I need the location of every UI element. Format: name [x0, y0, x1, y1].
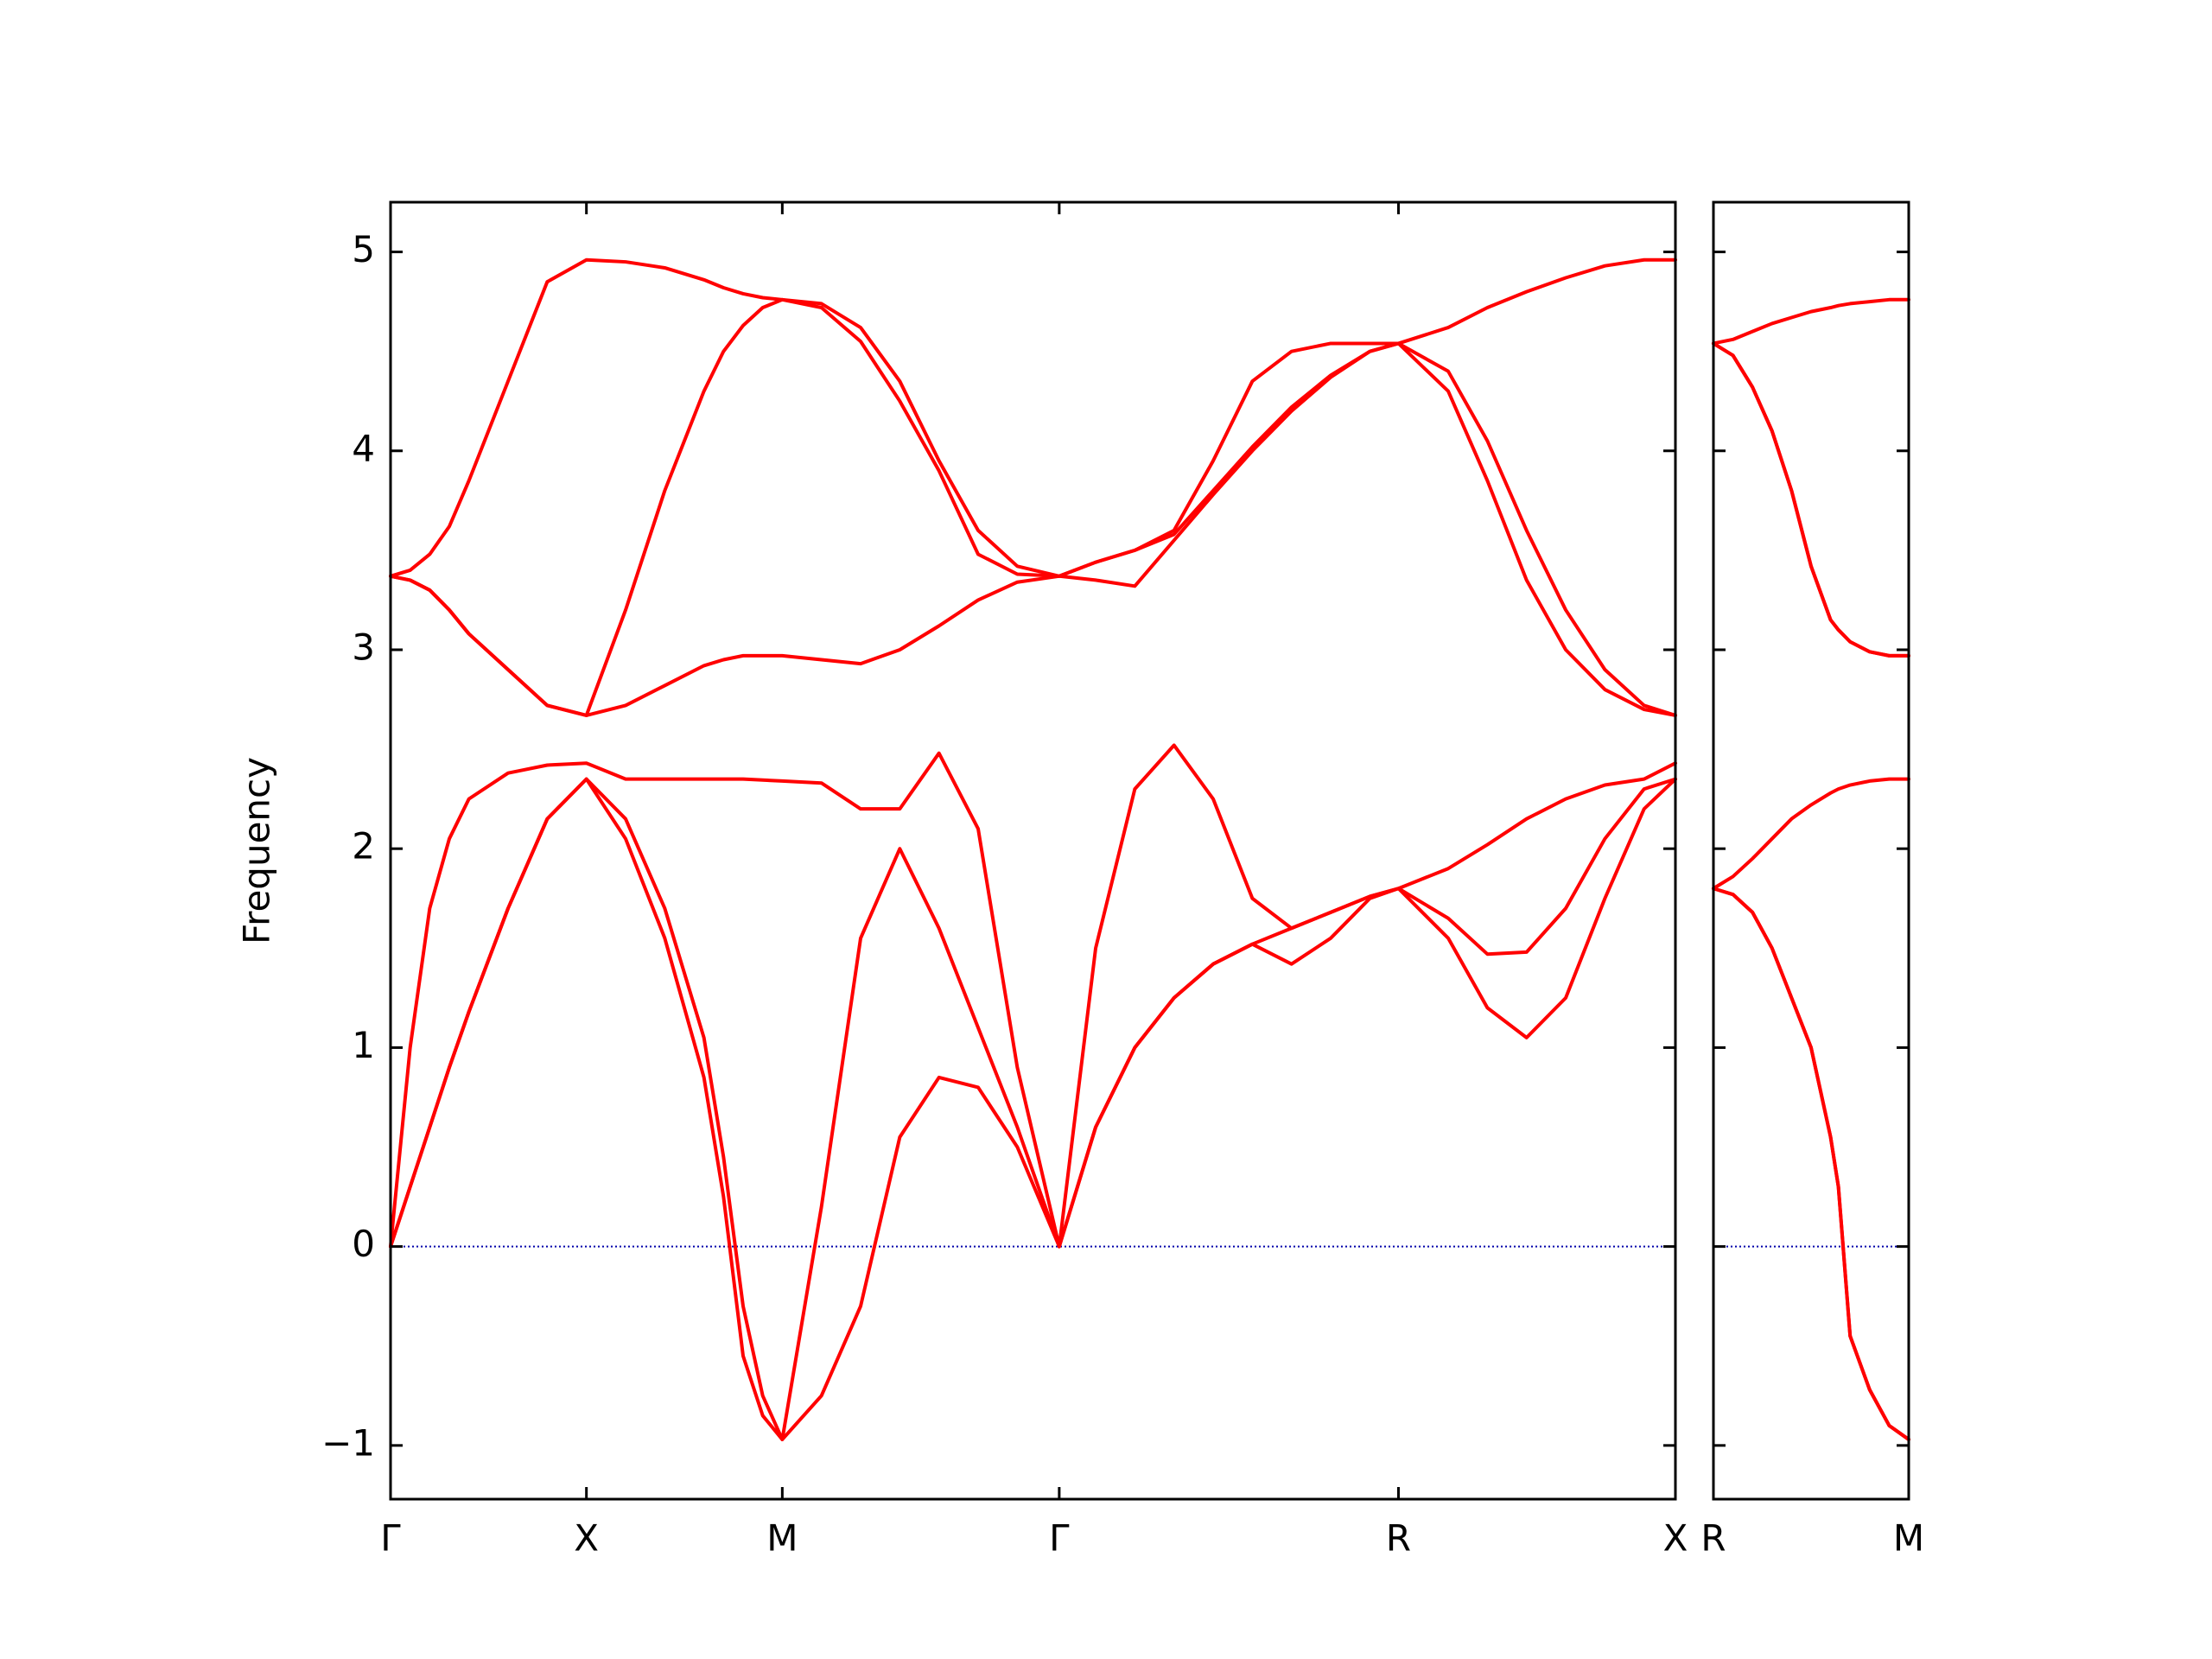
y-axis-label: Frequency	[236, 757, 278, 944]
y-tick-label: 3	[352, 626, 375, 668]
band-line	[389, 257, 1677, 578]
y-tick-label: 1	[352, 1024, 375, 1066]
x-tick-label: R	[1386, 1517, 1411, 1560]
x-tick-label: M	[766, 1517, 798, 1560]
band-line	[389, 743, 1677, 1249]
x-tick-label: R	[1700, 1517, 1726, 1560]
axes-frame	[389, 200, 1677, 1501]
x-tick-label: X	[574, 1517, 599, 1560]
y-tick-label: −1	[321, 1421, 375, 1464]
y-tick-label: 5	[352, 228, 375, 270]
y-tick-label: 0	[352, 1223, 375, 1265]
band-line	[1712, 297, 1910, 346]
y-tick-label: 2	[352, 825, 375, 868]
band-line	[389, 297, 1677, 717]
x-tick-label: Γ	[380, 1517, 401, 1560]
axes-frame	[1712, 200, 1910, 1501]
x-tick-label: Γ	[1049, 1517, 1070, 1560]
x-tick-label: M	[1893, 1517, 1924, 1560]
band-line	[1712, 341, 1910, 658]
band-line	[1712, 777, 1910, 891]
x-tick-label: X	[1663, 1517, 1688, 1560]
band-line	[1712, 887, 1910, 1441]
band-line	[389, 777, 1677, 1441]
y-tick-label: 4	[352, 427, 375, 469]
